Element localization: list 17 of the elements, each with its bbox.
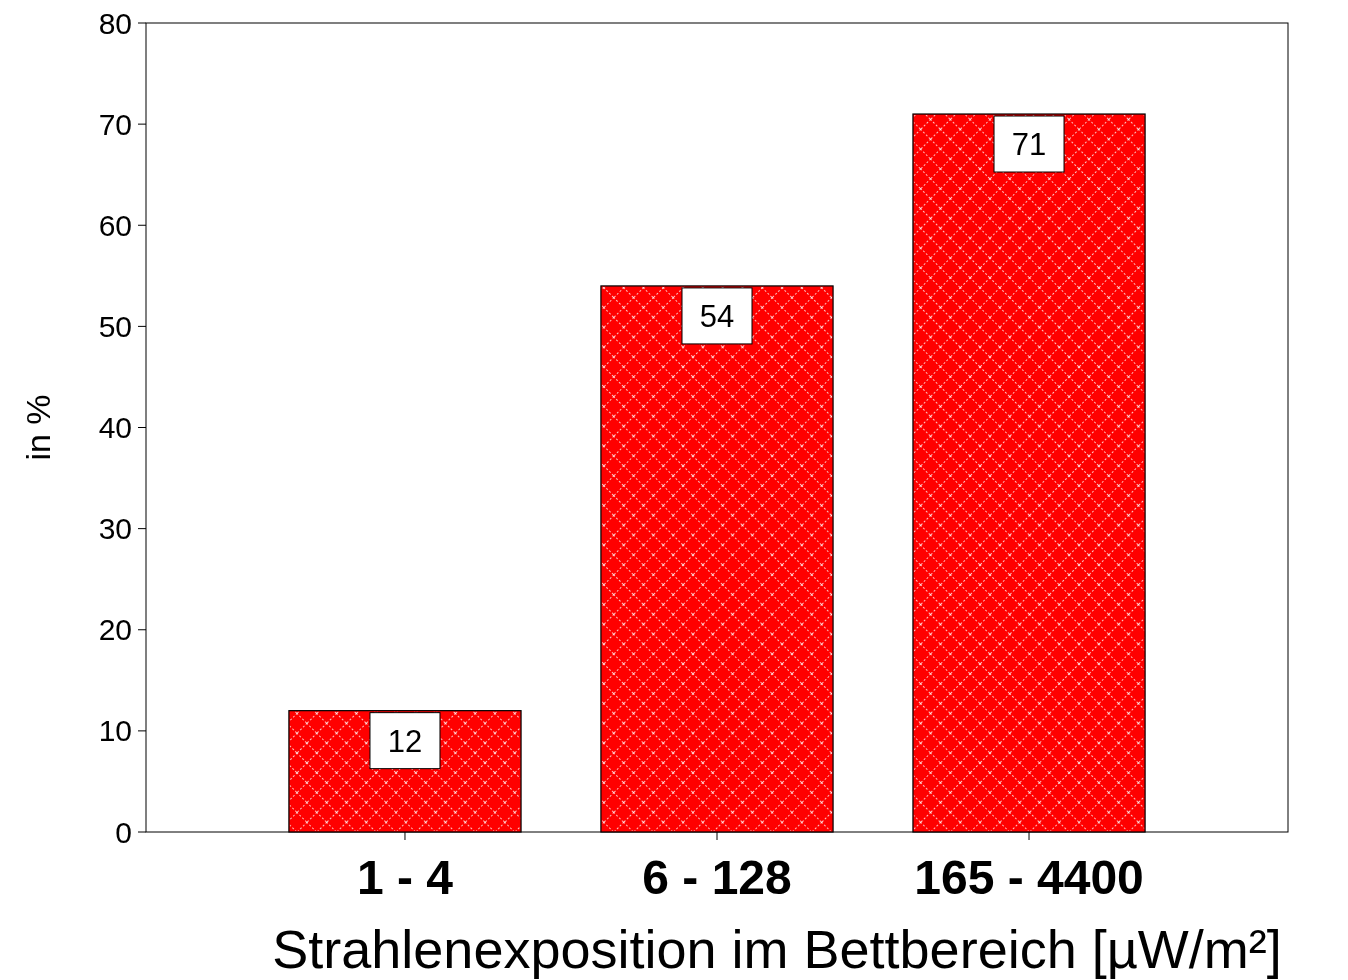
x-tick-label: 6 - 128 <box>642 851 792 904</box>
y-tick-label: 60 <box>98 208 132 242</box>
x-tick-label: 165 - 4400 <box>914 851 1144 904</box>
y-tick-label: 40 <box>98 411 132 444</box>
y-tick-label: 0 <box>115 815 132 849</box>
y-tick-label: 80 <box>98 6 132 40</box>
y-tick-label: 20 <box>98 613 132 647</box>
data-label: 54 <box>699 298 735 334</box>
y-axis-title: in % <box>19 394 57 461</box>
y-tick-label: 50 <box>98 309 132 343</box>
y-tick-label: 30 <box>98 512 132 546</box>
data-label: 12 <box>387 723 423 759</box>
data-label: 71 <box>1011 127 1047 163</box>
y-tick-label: 10 <box>98 714 132 748</box>
x-axis-title: Strahlenexposition im Bettbereich [µW/m²] <box>272 919 1282 979</box>
x-tick-label: 1 - 4 <box>356 851 454 904</box>
y-tick-label: 70 <box>98 107 132 141</box>
